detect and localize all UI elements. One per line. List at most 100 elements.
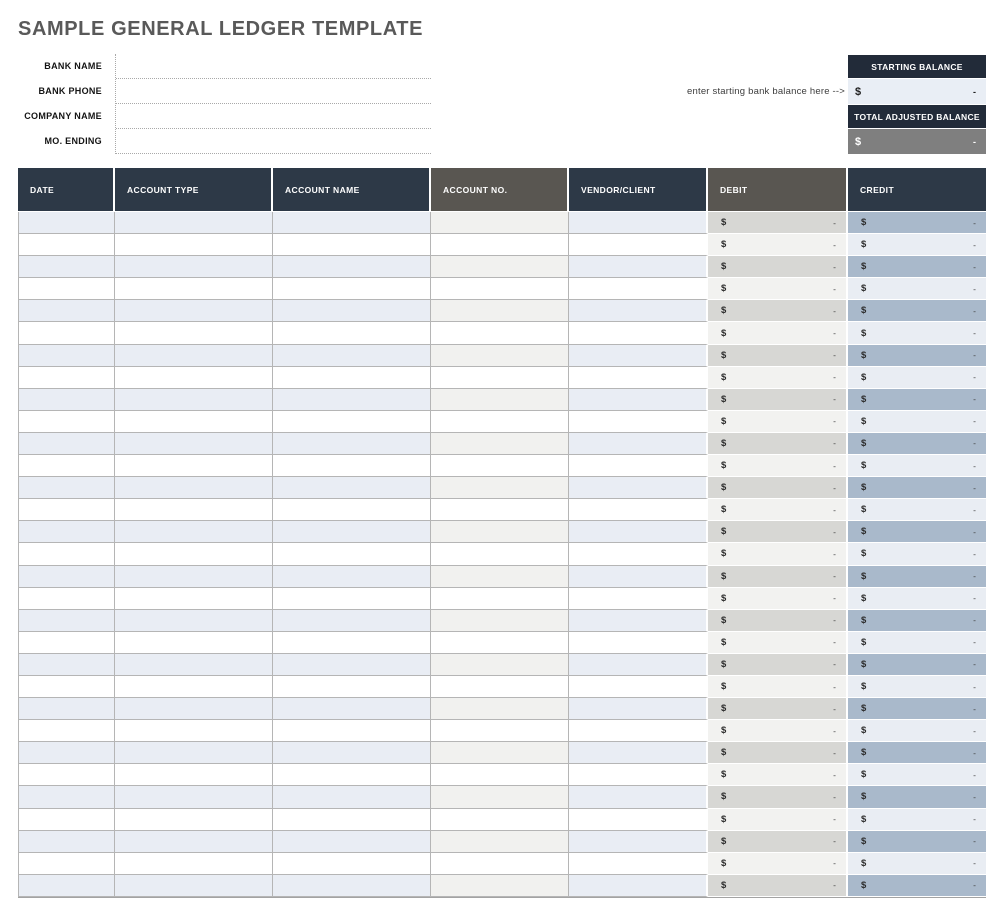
ledger-cell[interactable]: $ - bbox=[708, 521, 848, 544]
ledger-cell[interactable]: $ - bbox=[848, 720, 986, 743]
ledger-cell[interactable]: $ - bbox=[708, 874, 848, 897]
ledger-cell[interactable]: $ - bbox=[708, 698, 848, 721]
ledger-cell[interactable] bbox=[115, 675, 273, 699]
ledger-cell[interactable]: $ - bbox=[848, 830, 986, 853]
ledger-cell[interactable] bbox=[115, 499, 273, 522]
ledger-cell[interactable] bbox=[115, 388, 273, 411]
ledger-cell[interactable] bbox=[18, 675, 115, 699]
ledger-cell[interactable] bbox=[115, 830, 273, 853]
ledger-cell[interactable] bbox=[431, 786, 569, 809]
ledger-cell[interactable] bbox=[273, 432, 431, 456]
ledger-cell[interactable] bbox=[115, 212, 273, 235]
mo-ending-input[interactable] bbox=[116, 129, 431, 153]
ledger-cell[interactable] bbox=[273, 477, 431, 500]
ledger-cell[interactable] bbox=[569, 830, 708, 853]
ledger-cell[interactable]: $ - bbox=[708, 366, 848, 389]
ledger-cell[interactable]: $ - bbox=[848, 366, 986, 389]
ledger-cell[interactable]: $ - bbox=[848, 388, 986, 411]
ledger-cell[interactable] bbox=[273, 830, 431, 853]
ledger-cell[interactable] bbox=[18, 609, 115, 632]
ledger-cell[interactable]: $ - bbox=[848, 212, 986, 235]
ledger-cell[interactable]: $ - bbox=[848, 764, 986, 787]
ledger-cell[interactable]: $ - bbox=[708, 587, 848, 610]
ledger-cell[interactable] bbox=[273, 455, 431, 478]
ledger-cell[interactable] bbox=[18, 499, 115, 522]
ledger-cell[interactable] bbox=[569, 300, 708, 323]
ledger-cell[interactable] bbox=[18, 720, 115, 743]
ledger-cell[interactable] bbox=[569, 852, 708, 875]
ledger-cell[interactable] bbox=[273, 698, 431, 721]
ledger-cell[interactable] bbox=[18, 388, 115, 411]
ledger-cell[interactable]: $ - bbox=[708, 212, 848, 235]
bank-phone-input[interactable] bbox=[116, 79, 431, 103]
ledger-cell[interactable] bbox=[18, 852, 115, 875]
ledger-cell[interactable]: $ - bbox=[708, 565, 848, 588]
ledger-cell[interactable] bbox=[18, 830, 115, 853]
ledger-cell[interactable] bbox=[569, 521, 708, 544]
ledger-cell[interactable]: $ - bbox=[848, 609, 986, 632]
ledger-cell[interactable] bbox=[273, 499, 431, 522]
ledger-cell[interactable]: $ - bbox=[708, 852, 848, 875]
ledger-cell[interactable]: $ - bbox=[708, 256, 848, 279]
ledger-cell[interactable] bbox=[18, 764, 115, 787]
ledger-cell[interactable] bbox=[115, 786, 273, 809]
ledger-cell[interactable]: $ - bbox=[708, 764, 848, 787]
ledger-cell[interactable] bbox=[431, 521, 569, 544]
ledger-cell[interactable] bbox=[569, 543, 708, 566]
ledger-cell[interactable] bbox=[431, 698, 569, 721]
ledger-cell[interactable]: $ - bbox=[708, 344, 848, 367]
ledger-cell[interactable] bbox=[273, 366, 431, 389]
ledger-cell[interactable] bbox=[431, 212, 569, 235]
ledger-cell[interactable] bbox=[273, 874, 431, 897]
ledger-cell[interactable] bbox=[115, 565, 273, 588]
ledger-cell[interactable]: $ - bbox=[708, 278, 848, 301]
ledger-cell[interactable] bbox=[431, 366, 569, 389]
ledger-cell[interactable] bbox=[115, 764, 273, 787]
ledger-cell[interactable] bbox=[273, 808, 431, 831]
ledger-cell[interactable] bbox=[18, 455, 115, 478]
ledger-cell[interactable] bbox=[569, 742, 708, 765]
ledger-cell[interactable] bbox=[569, 874, 708, 897]
ledger-cell[interactable] bbox=[431, 830, 569, 853]
ledger-cell[interactable] bbox=[431, 455, 569, 478]
ledger-cell[interactable]: $ - bbox=[848, 256, 986, 279]
bank-name-field[interactable] bbox=[116, 54, 431, 79]
ledger-cell[interactable] bbox=[115, 874, 273, 897]
starting-balance-value-cell[interactable]: $ - bbox=[848, 79, 986, 104]
ledger-cell[interactable] bbox=[431, 631, 569, 654]
ledger-cell[interactable] bbox=[273, 388, 431, 411]
ledger-cell[interactable] bbox=[115, 344, 273, 367]
ledger-cell[interactable] bbox=[431, 300, 569, 323]
ledger-cell[interactable] bbox=[569, 455, 708, 478]
ledger-cell[interactable]: $ - bbox=[708, 477, 848, 500]
ledger-cell[interactable] bbox=[18, 653, 115, 676]
ledger-cell[interactable] bbox=[273, 300, 431, 323]
ledger-cell[interactable] bbox=[18, 477, 115, 500]
ledger-cell[interactable] bbox=[431, 764, 569, 787]
ledger-cell[interactable] bbox=[115, 631, 273, 654]
ledger-cell[interactable] bbox=[273, 653, 431, 676]
ledger-cell[interactable] bbox=[115, 587, 273, 610]
ledger-cell[interactable] bbox=[18, 808, 115, 831]
ledger-cell[interactable] bbox=[569, 212, 708, 235]
ledger-cell[interactable] bbox=[431, 808, 569, 831]
ledger-cell[interactable] bbox=[569, 234, 708, 257]
bank-name-input[interactable] bbox=[116, 54, 431, 78]
ledger-cell[interactable] bbox=[431, 609, 569, 632]
ledger-cell[interactable]: $ - bbox=[848, 631, 986, 654]
ledger-cell[interactable]: $ - bbox=[848, 675, 986, 699]
ledger-cell[interactable] bbox=[569, 720, 708, 743]
ledger-cell[interactable] bbox=[115, 521, 273, 544]
ledger-cell[interactable] bbox=[115, 410, 273, 433]
ledger-cell[interactable] bbox=[273, 521, 431, 544]
ledger-cell[interactable] bbox=[115, 742, 273, 765]
ledger-cell[interactable] bbox=[18, 300, 115, 323]
ledger-cell[interactable] bbox=[115, 808, 273, 831]
ledger-cell[interactable] bbox=[431, 720, 569, 743]
ledger-cell[interactable]: $ - bbox=[708, 410, 848, 433]
ledger-cell[interactable]: $ - bbox=[708, 300, 848, 323]
ledger-cell[interactable]: $ - bbox=[848, 653, 986, 676]
ledger-cell[interactable]: $ - bbox=[708, 830, 848, 853]
ledger-cell[interactable] bbox=[431, 587, 569, 610]
ledger-cell[interactable]: $ - bbox=[848, 234, 986, 257]
